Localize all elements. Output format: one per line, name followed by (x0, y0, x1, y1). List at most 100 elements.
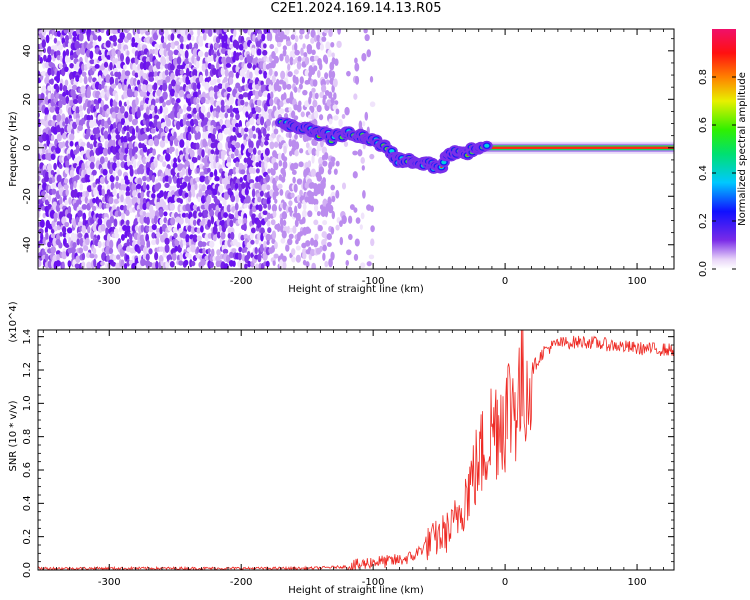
heatmap-cell (273, 55, 279, 64)
heatmap-cell (216, 231, 221, 239)
heatmap-cell (314, 233, 319, 241)
heatmap-cell (135, 96, 139, 106)
heatmap-cell (225, 254, 231, 264)
heatmap-cell (147, 84, 153, 93)
heatmap-cell (296, 61, 302, 70)
heatmap-cell (129, 233, 133, 242)
heatmap-cell (320, 187, 325, 197)
heatmap-cell (190, 126, 195, 134)
heatmap-cell (329, 61, 335, 71)
heatmap-cell (296, 178, 303, 185)
heatmap-cell (100, 29, 105, 34)
heatmap-cell (62, 132, 68, 140)
heatmap-cell (320, 208, 327, 217)
heatmap-cell (195, 177, 201, 182)
heatmap-cell (154, 251, 159, 261)
heatmap-cell (234, 182, 239, 190)
heatmap-cell (286, 225, 291, 234)
heatmap-cell (181, 212, 187, 218)
heatmap-cell (98, 83, 103, 91)
heatmap-cell (159, 48, 165, 56)
y-tick-label: 0.4 (22, 495, 33, 511)
heatmap-cell (364, 34, 370, 42)
heatmap-cell (69, 133, 75, 141)
heatmap-cell (151, 174, 156, 183)
heatmap-cell (249, 71, 253, 80)
heatmap-cell (148, 76, 155, 82)
heatmap-cell (180, 43, 184, 50)
heatmap-cell (62, 91, 67, 98)
heatmap-cell (179, 239, 184, 249)
heatmap-cell (235, 65, 240, 73)
heatmap-cell (254, 67, 260, 76)
heatmap-cell (366, 204, 372, 211)
heatmap-cell (145, 253, 150, 261)
heatmap-cell (167, 225, 173, 232)
heatmap-cell (72, 36, 77, 42)
heatmap-cell (55, 85, 60, 93)
heatmap-cell (251, 125, 256, 132)
heatmap-cell (65, 188, 69, 196)
heatmap-cell (246, 250, 251, 260)
heatmap-cell (198, 35, 204, 44)
heatmap-cell (205, 99, 210, 105)
heatmap-cell (341, 215, 347, 225)
heatmap-cell (196, 227, 201, 234)
heatmap-cell (116, 254, 121, 260)
heatmap-cell (293, 183, 298, 193)
heatmap-cell (183, 43, 187, 51)
heatmap-cell (88, 210, 92, 218)
heatmap-cell (56, 174, 62, 183)
heatmap-cell (232, 55, 236, 63)
heatmap-cell (292, 176, 296, 184)
heatmap-cell (77, 210, 83, 218)
heatmap-cell (75, 106, 80, 115)
heatmap-cell (274, 47, 279, 54)
heatmap-cell (42, 47, 47, 54)
heatmap-cell (123, 64, 127, 70)
heatmap-cell (247, 147, 254, 154)
heatmap-cell (235, 55, 240, 61)
heatmap-cell (361, 165, 365, 171)
heatmap-cell (78, 67, 83, 75)
heatmap-cell (352, 171, 358, 179)
heatmap-cell (237, 252, 242, 261)
heatmap-cell (330, 156, 336, 163)
heatmap-cell (311, 262, 317, 269)
heatmap-cell (171, 252, 177, 261)
heatmap-cell (66, 124, 72, 133)
heatmap-cell (257, 253, 262, 263)
heatmap-cell (220, 99, 225, 107)
heatmap-cell (90, 230, 94, 240)
heatmap-cell (142, 72, 148, 79)
heatmap-cell (262, 198, 268, 206)
heatmap-cell (95, 126, 101, 135)
y-tick-label: 0.0 (22, 562, 33, 578)
heatmap-cell (206, 195, 212, 204)
heatmap-cell (258, 69, 263, 75)
heatmap-cell (308, 96, 312, 105)
heatmap-cell (184, 160, 190, 167)
heatmap-cell (101, 196, 107, 203)
heatmap-cell (142, 181, 147, 191)
heatmap-cell (190, 35, 195, 42)
heatmap-cell (58, 242, 63, 249)
heatmap-cell (176, 182, 181, 189)
heatmap-cell (220, 66, 225, 76)
heatmap-cell (354, 238, 360, 247)
heatmap-cell (281, 34, 288, 40)
heatmap-cell (183, 34, 187, 43)
heatmap-cell (70, 54, 74, 61)
heatmap-cell (102, 241, 106, 248)
heatmap-cell (280, 70, 286, 80)
heatmap-cell (154, 43, 160, 49)
heatmap-cell (369, 153, 375, 160)
heatmap-cell (331, 52, 335, 58)
heatmap-cell (109, 76, 115, 86)
heatmap-cell (258, 204, 263, 212)
heatmap-cell (159, 190, 164, 198)
heatmap-cell (93, 140, 98, 148)
heatmap-cell (252, 154, 256, 162)
heatmap-cell (316, 174, 323, 182)
heatmap-cell (149, 53, 154, 63)
